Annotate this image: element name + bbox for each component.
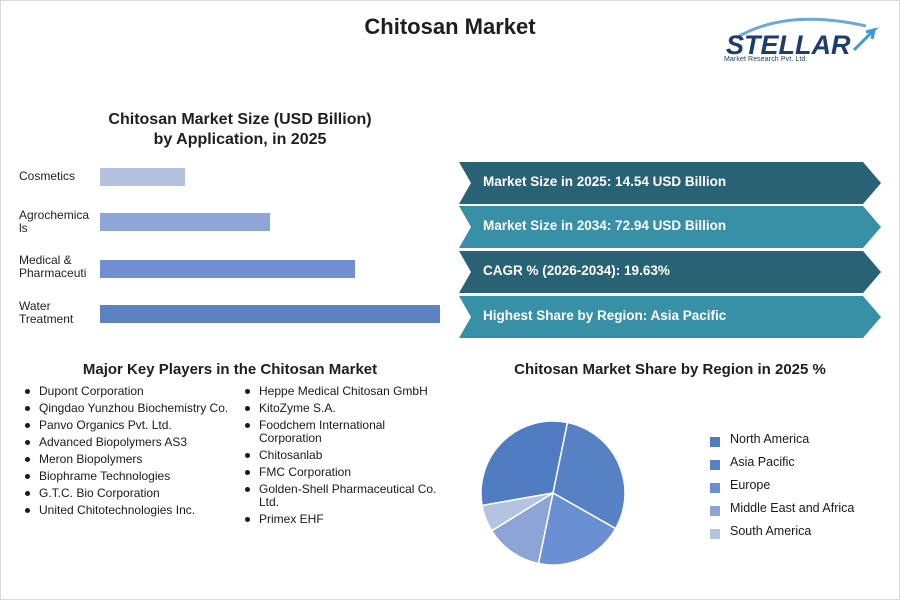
bar-category-label: Water Treatment [19,300,74,326]
legend-label: Middle East and Africa [730,501,855,515]
logo-swoosh [735,17,867,40]
stat-banner: Market Size in 2034: 72.94 USD Billion [459,206,881,248]
bar-category-label: Cosmetics [19,170,76,183]
pie-slice-asia-pacific [552,421,626,530]
banner-text: Market Size in 2034: 72.94 USD Billion [483,218,727,233]
player-item: Golden-Shell Pharmaceutical Co. Ltd. [244,483,439,509]
stat-banner: Market Size in 2025: 14.54 USD Billion [459,162,881,204]
player-item: Panvo Organics Pvt. Ltd. [24,419,229,432]
logo-arrow-icon [852,27,879,52]
legend-swatch [710,437,720,447]
banner-text: CAGR % (2026-2034): 19.63% [483,263,670,278]
region-pie-chart [480,421,626,565]
player-item: Advanced Biopolymers AS3 [24,436,229,449]
legend-label: Europe [730,478,771,492]
banner-text: Highest Share by Region: Asia Pacific [483,308,727,323]
banner-arrow-shape [459,206,881,248]
bar-cosmetics [100,168,185,186]
pie-slice-middle-east-and-africa [490,491,555,565]
bar-category-label: Agrochemica ls [19,209,90,235]
banner-arrow-shape [459,296,881,338]
player-item: Meron Biopolymers [24,453,229,466]
players-list-left: Dupont Corporation Qingdao Yunzhou Bioche… [24,385,229,521]
player-item: United Chitotechnologies Inc. [24,504,229,517]
stat-banner: Highest Share by Region: Asia Pacific [459,296,881,338]
player-item: FMC Corporation [244,466,439,479]
banner-text: Market Size in 2025: 14.54 USD Billion [483,174,727,189]
players-title: Major Key Players in the Chitosan Market [82,361,378,378]
legend-swatch [710,483,720,493]
pie-chart-title: Chitosan Market Share by Region in 2025 … [514,361,826,378]
page-title: Chitosan Market [364,14,536,39]
bar-water-treatment [100,305,440,323]
stellar-logo: STELLAR [726,17,879,60]
banner-arrow-shape [459,162,881,204]
pie-slice-south-america [481,492,554,532]
logo-brand: STELLAR [726,30,851,60]
banner-arrow-shape [459,251,881,293]
pie-slice-europe [537,491,617,565]
bar-medical-pharmaceuticals [100,260,355,278]
player-item: Foodchem International Corporation [244,419,439,445]
player-item: Qingdao Yunzhou Biochemistry Co. [24,402,229,415]
bar-category-label: Medical & Pharmaceuti [19,254,87,280]
player-item: Chitosanlab [244,449,439,462]
players-list-right: Heppe Medical Chitosan GmbH KitoZyme S.A.… [244,385,439,530]
player-item: KitoZyme S.A. [244,402,439,415]
legend-swatch [710,529,720,539]
player-item: Heppe Medical Chitosan GmbH [244,385,439,398]
player-item: Biophrame Technologies [24,470,229,483]
bar-agrochemicals [100,213,270,231]
legend-label: Asia Pacific [730,455,795,469]
legend-label: South America [730,524,812,538]
legend-label: North America [730,432,810,446]
bar-chart-title: Chitosan Market Size (USD Billion) by Ap… [108,111,372,148]
stat-banner: CAGR % (2026-2034): 19.63% [459,251,881,293]
player-item: Primex EHF [244,513,439,526]
legend-swatch [710,460,720,470]
player-item: Dupont Corporation [24,385,229,398]
player-item: G.T.C. Bio Corporation [24,487,229,500]
pie-slice-north-america [480,421,569,507]
logo-tagline: Market Research Pvt. Ltd. [724,56,808,63]
legend-swatch [710,506,720,516]
